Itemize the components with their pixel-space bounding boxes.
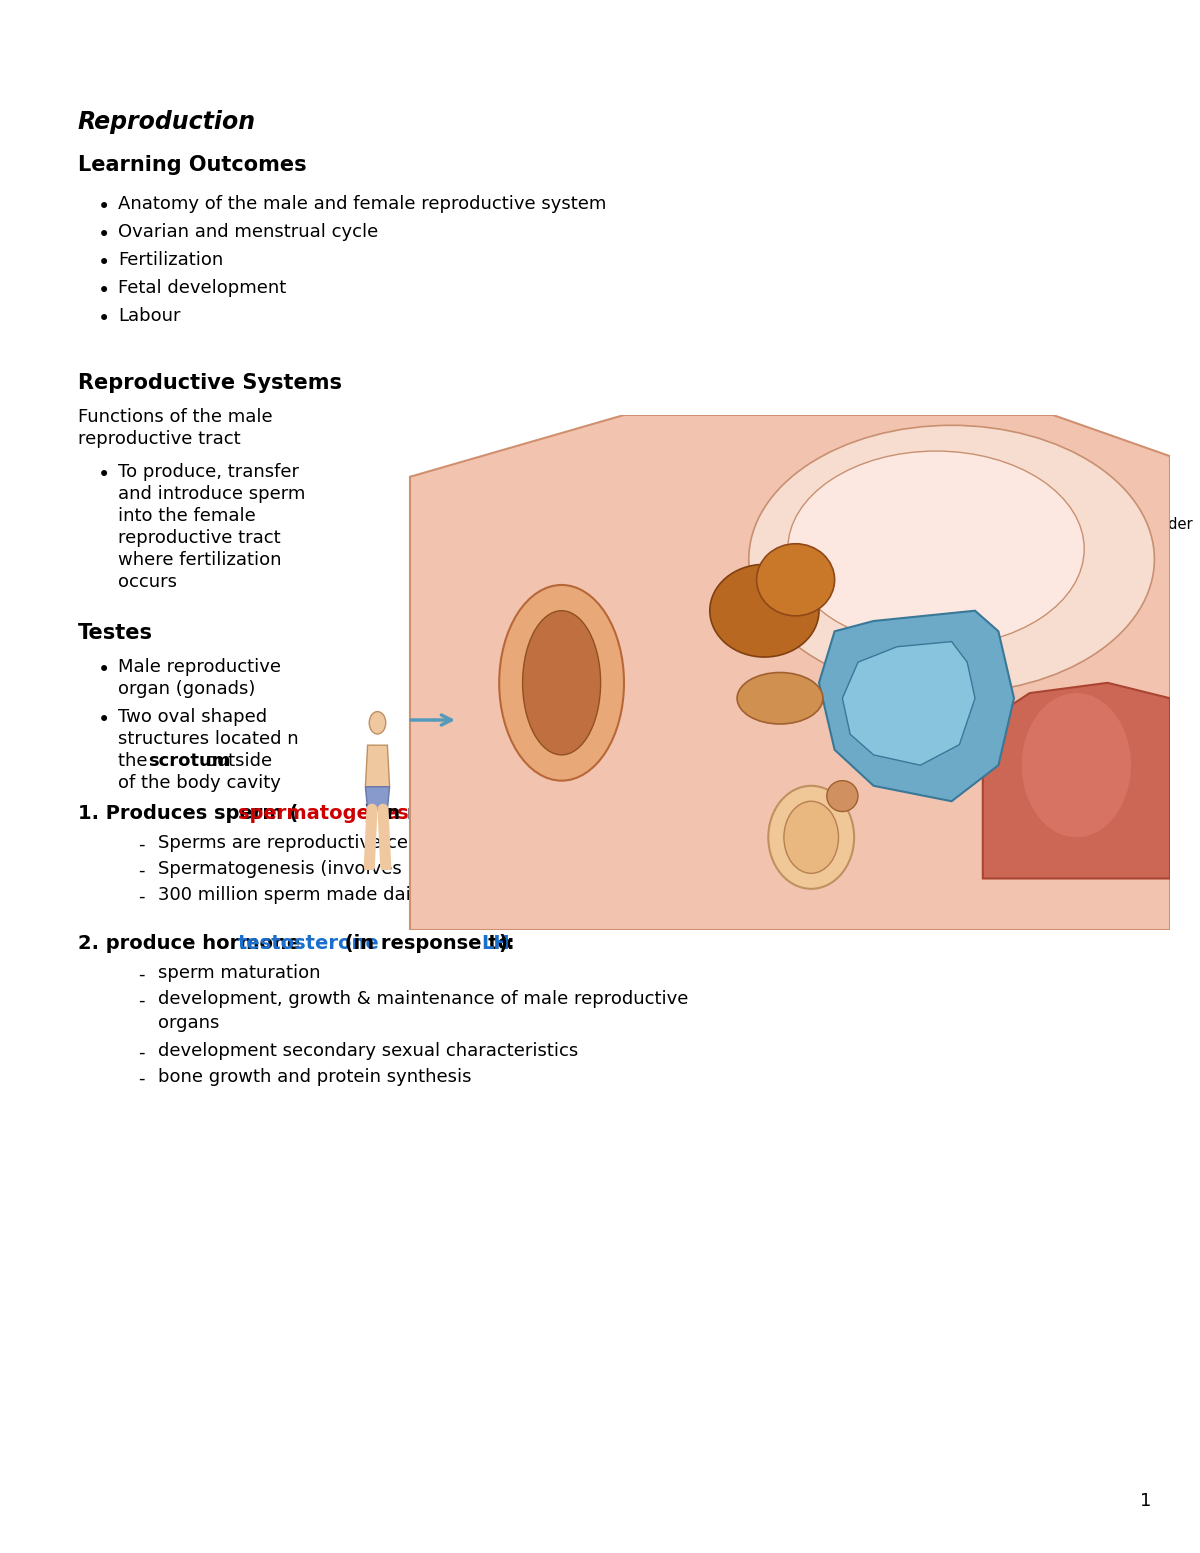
Ellipse shape xyxy=(1022,693,1132,837)
Text: •: • xyxy=(98,309,110,329)
Text: scrotum: scrotum xyxy=(148,752,230,770)
Text: testosterone: testosterone xyxy=(238,933,379,954)
Text: 1. Produces sperm (: 1. Produces sperm ( xyxy=(78,804,299,823)
Text: Reproductive Systems: Reproductive Systems xyxy=(78,373,342,393)
Text: Seminal gland: Seminal gland xyxy=(466,550,570,565)
Text: Two oval shaped: Two oval shaped xyxy=(118,708,268,725)
Text: organ (gonads): organ (gonads) xyxy=(118,680,256,697)
Text: occurs: occurs xyxy=(118,573,178,592)
Text: Labour: Labour xyxy=(118,307,180,325)
Text: ):: ): xyxy=(498,933,515,954)
Text: •: • xyxy=(98,660,110,680)
Text: •: • xyxy=(98,225,110,245)
Text: -: - xyxy=(138,1070,144,1089)
Text: To produce, transfer: To produce, transfer xyxy=(118,463,299,481)
Text: -: - xyxy=(138,888,144,905)
Text: Ductus (vas) deferens: Ductus (vas) deferens xyxy=(466,775,626,789)
Text: •: • xyxy=(98,281,110,301)
Text: sperm maturation: sperm maturation xyxy=(158,964,320,981)
Ellipse shape xyxy=(710,564,818,657)
Text: -: - xyxy=(138,836,144,854)
Ellipse shape xyxy=(827,781,858,812)
Text: Urethra: Urethra xyxy=(1078,783,1134,798)
Text: Male reproductive: Male reproductive xyxy=(118,658,281,676)
Text: where fertilization: where fertilization xyxy=(118,551,282,568)
Text: and introduce sperm: and introduce sperm xyxy=(118,485,305,503)
Text: Ejaculatory duct: Ejaculatory duct xyxy=(466,631,584,646)
Text: Ureter: Ureter xyxy=(1078,483,1124,497)
Text: development, growth & maintenance of male reproductive: development, growth & maintenance of mal… xyxy=(158,989,689,1008)
Text: (vesicle): (vesicle) xyxy=(466,565,527,581)
Ellipse shape xyxy=(787,450,1085,646)
Text: -: - xyxy=(138,1044,144,1062)
Text: Spermatogenesis (involves meiosis) takes ~70days: Spermatogenesis (involves meiosis) takes… xyxy=(158,860,623,877)
Text: reproductive tract: reproductive tract xyxy=(78,430,241,447)
Ellipse shape xyxy=(737,672,823,724)
Text: of the body cavity: of the body cavity xyxy=(118,773,281,792)
Text: ) in response to: ) in response to xyxy=(364,804,544,823)
Text: Testis: Testis xyxy=(818,851,859,865)
Text: into the female: into the female xyxy=(118,506,256,525)
Text: Urinary bladder: Urinary bladder xyxy=(1078,517,1193,531)
Text: structures located n: structures located n xyxy=(118,730,299,749)
Text: LH: LH xyxy=(481,933,510,954)
Text: Rectum: Rectum xyxy=(466,649,521,663)
Text: Bulbourethral gland: Bulbourethral gland xyxy=(466,682,611,697)
Text: Scrotum: Scrotum xyxy=(818,868,880,884)
Text: Functions of the male: Functions of the male xyxy=(78,408,272,426)
Ellipse shape xyxy=(749,426,1154,693)
Text: development secondary sexual characteristics: development secondary sexual characteris… xyxy=(158,1042,578,1061)
Text: :: : xyxy=(532,804,539,823)
Polygon shape xyxy=(842,641,974,766)
Text: -: - xyxy=(138,862,144,881)
Text: 1: 1 xyxy=(1140,1492,1151,1510)
Polygon shape xyxy=(410,415,1170,930)
Text: Fertilization: Fertilization xyxy=(118,252,223,269)
Text: outside: outside xyxy=(200,752,272,770)
Ellipse shape xyxy=(499,585,624,781)
Text: Anus: Anus xyxy=(466,699,502,714)
Text: reproductive tract: reproductive tract xyxy=(118,530,281,547)
Text: Prostate: Prostate xyxy=(466,665,526,680)
Text: Sperms are reproductive cells (gametes): Sperms are reproductive cells (gametes) xyxy=(158,834,526,853)
Text: FSH: FSH xyxy=(506,804,550,823)
Text: bone growth and protein synthesis: bone growth and protein synthesis xyxy=(158,1068,472,1086)
Text: Anatomy of the male and female reproductive system: Anatomy of the male and female reproduct… xyxy=(118,196,606,213)
Ellipse shape xyxy=(768,786,854,888)
Polygon shape xyxy=(365,745,390,787)
Ellipse shape xyxy=(523,610,601,755)
Text: (in response to: (in response to xyxy=(338,933,518,954)
Text: the: the xyxy=(118,752,154,770)
Text: Fetal development: Fetal development xyxy=(118,280,287,297)
Text: organs: organs xyxy=(158,1014,220,1033)
Polygon shape xyxy=(983,683,1170,879)
Text: •: • xyxy=(98,197,110,217)
Text: Epididymis: Epididymis xyxy=(818,832,898,848)
Text: Testes: Testes xyxy=(78,623,154,643)
Text: -: - xyxy=(138,992,144,1009)
Text: -: - xyxy=(138,966,144,985)
Ellipse shape xyxy=(784,801,839,873)
Text: Glans penis: Glans penis xyxy=(1078,808,1164,823)
FancyArrowPatch shape xyxy=(410,714,451,725)
Polygon shape xyxy=(365,787,390,809)
Ellipse shape xyxy=(370,711,385,735)
Polygon shape xyxy=(818,610,1014,801)
Text: Learning Outcomes: Learning Outcomes xyxy=(78,155,307,175)
Text: 300 million sperm made daily in the seminiferous tubules: 300 million sperm made daily in the semi… xyxy=(158,887,678,904)
Ellipse shape xyxy=(756,544,835,617)
Text: •: • xyxy=(98,253,110,273)
Text: •: • xyxy=(98,464,110,485)
Text: •: • xyxy=(98,710,110,730)
Text: Ovarian and menstrual cycle: Ovarian and menstrual cycle xyxy=(118,224,378,241)
Text: 2. produce hormone: 2. produce hormone xyxy=(78,933,307,954)
Text: spermatogenesis: spermatogenesis xyxy=(238,804,426,823)
Text: Reproduction: Reproduction xyxy=(78,110,256,134)
